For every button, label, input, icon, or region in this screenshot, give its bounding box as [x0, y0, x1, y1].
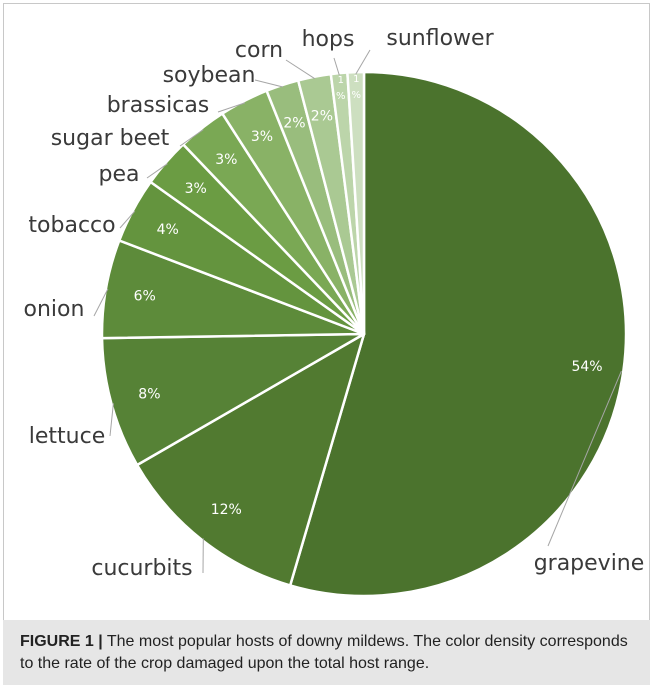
leader-line-corn [285, 59, 316, 80]
value-label-corn: 2% [311, 108, 333, 124]
caption-lead: FIGURE 1 | [20, 633, 103, 650]
category-label-cucurbits: cucurbits [91, 556, 192, 581]
value-label-tobacco: 4% [157, 222, 179, 238]
category-label-sugar-beet: sugar beet [51, 126, 170, 151]
category-label-soybean: soybean [163, 63, 256, 88]
value-label-sunflower: 1% [352, 74, 362, 101]
category-label-sunflower: sunflower [386, 26, 494, 51]
category-label-onion: onion [24, 297, 85, 322]
leader-line-onion [93, 288, 109, 317]
category-label-brassicas: brassicas [107, 93, 210, 118]
category-label-pea: pea [99, 162, 140, 187]
value-label-brassicas: 3% [251, 129, 273, 145]
category-label-corn: corn [235, 38, 283, 63]
category-label-lettuce: lettuce [29, 424, 105, 449]
value-label-onion: 6% [134, 288, 156, 304]
value-label-grapevine: 54% [571, 359, 602, 375]
category-label-tobacco: tobacco [28, 213, 115, 238]
leader-line-grapevine [547, 370, 622, 547]
leader-line-sunflower [355, 49, 371, 75]
category-label-hops: hops [302, 27, 355, 52]
figure-caption: FIGURE 1 | The most popular hosts of dow… [3, 620, 650, 685]
value-label-pea: 3% [185, 181, 207, 197]
category-label-grapevine: grapevine [534, 551, 645, 576]
leader-line-sugar-beet [179, 129, 204, 147]
pie-chart: 54%12%8%6%4%3%3%3%2% 2%1 %1 %grapevinecucur… [24, 26, 645, 598]
pie-slice-cucurbits [135, 332, 366, 587]
leader-line-brassicas [217, 102, 246, 113]
value-label-soybean: 2% [283, 115, 305, 131]
pie-slice-sunflower [346, 70, 366, 336]
value-label-sugar-beet: 3% [215, 152, 237, 168]
leader-line-lettuce [109, 403, 114, 437]
leader-line-hops [333, 57, 340, 76]
leader-line-pea [146, 163, 168, 179]
value-label-lettuce: 8% [138, 386, 160, 402]
caption-text: The most popular hosts of downy mildews.… [20, 633, 628, 672]
value-label-cucurbits: 12% [211, 502, 242, 518]
value-label-hops: 1% [336, 75, 346, 102]
leader-line-tobacco [119, 210, 136, 229]
pie-slice-grapevine [288, 70, 628, 598]
pie-slice-lettuce [100, 332, 366, 467]
leader-line-soybean [254, 79, 284, 88]
